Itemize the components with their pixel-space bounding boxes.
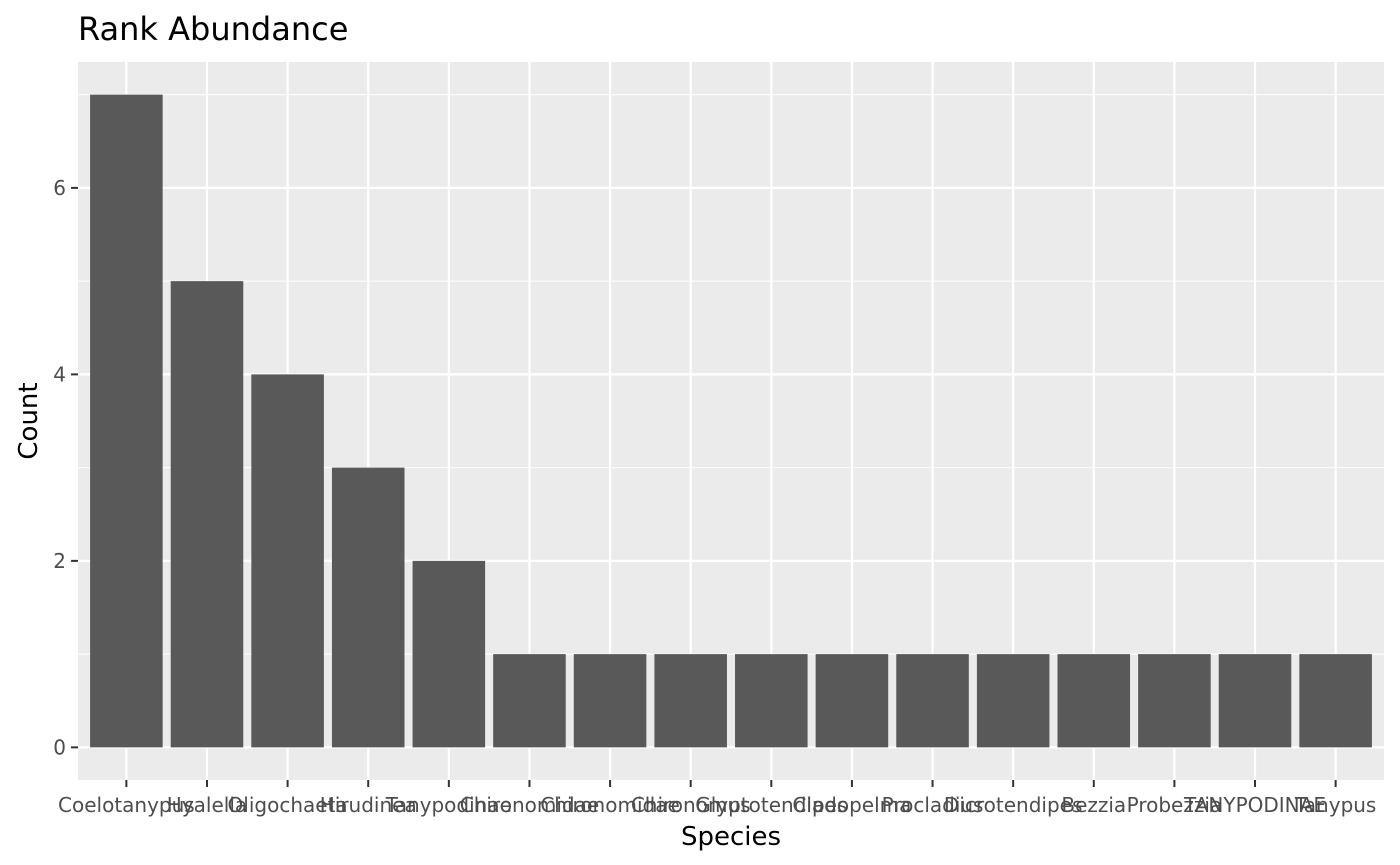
bar bbox=[1138, 654, 1211, 748]
bar bbox=[573, 654, 647, 748]
y-tick-label: 6 bbox=[53, 176, 66, 200]
x-tick-label: Chironomus bbox=[631, 793, 751, 817]
chart-title: Rank Abundance bbox=[78, 10, 348, 48]
bar bbox=[331, 467, 405, 748]
bar bbox=[251, 374, 324, 748]
bar bbox=[170, 281, 244, 748]
bar bbox=[976, 654, 1050, 748]
x-tick-label: Coelotanypus bbox=[58, 793, 195, 817]
bar bbox=[1218, 654, 1292, 748]
bar bbox=[90, 94, 163, 748]
y-axis-title: Count bbox=[14, 382, 44, 459]
x-tick-label: Dicrotendipes bbox=[944, 793, 1082, 817]
bar bbox=[815, 654, 889, 748]
x-tick-label: Probezzia bbox=[1127, 793, 1223, 817]
bar bbox=[1299, 654, 1372, 748]
x-tick-label: Cladopelma bbox=[792, 793, 911, 817]
y-tick-label: 4 bbox=[53, 362, 66, 386]
x-tick-label: Chironomidae bbox=[460, 793, 599, 817]
bar bbox=[493, 654, 566, 748]
x-tick-label: Chironomidae bbox=[540, 793, 679, 817]
x-tick-label: Bezzia bbox=[1061, 793, 1126, 817]
bar bbox=[1057, 654, 1131, 748]
bars bbox=[90, 94, 1372, 748]
y-tick-label: 0 bbox=[53, 735, 66, 759]
x-tick-label: Procladius bbox=[882, 793, 984, 817]
bar bbox=[735, 654, 808, 748]
bar bbox=[654, 654, 727, 748]
x-tick-label: TANYPODINAE bbox=[1183, 793, 1326, 817]
x-tick-label: Oligochaeta bbox=[228, 793, 348, 817]
x-tick-label: Hirudinea bbox=[320, 793, 417, 817]
axes: 0 2 4 6 CoelotanypusHyalellaOligochaetaHirud… bbox=[53, 176, 1376, 817]
bar bbox=[412, 560, 486, 748]
x-tick-label: Glyptotendipes bbox=[695, 793, 847, 817]
x-tick-label: Tanypus bbox=[1294, 793, 1376, 817]
bar bbox=[896, 654, 969, 748]
x-tick-label: Hyalella bbox=[167, 793, 247, 817]
x-axis-title: Species bbox=[681, 822, 781, 852]
x-tick-label: Tanypodinae bbox=[385, 793, 512, 817]
y-tick-label: 2 bbox=[53, 549, 66, 573]
